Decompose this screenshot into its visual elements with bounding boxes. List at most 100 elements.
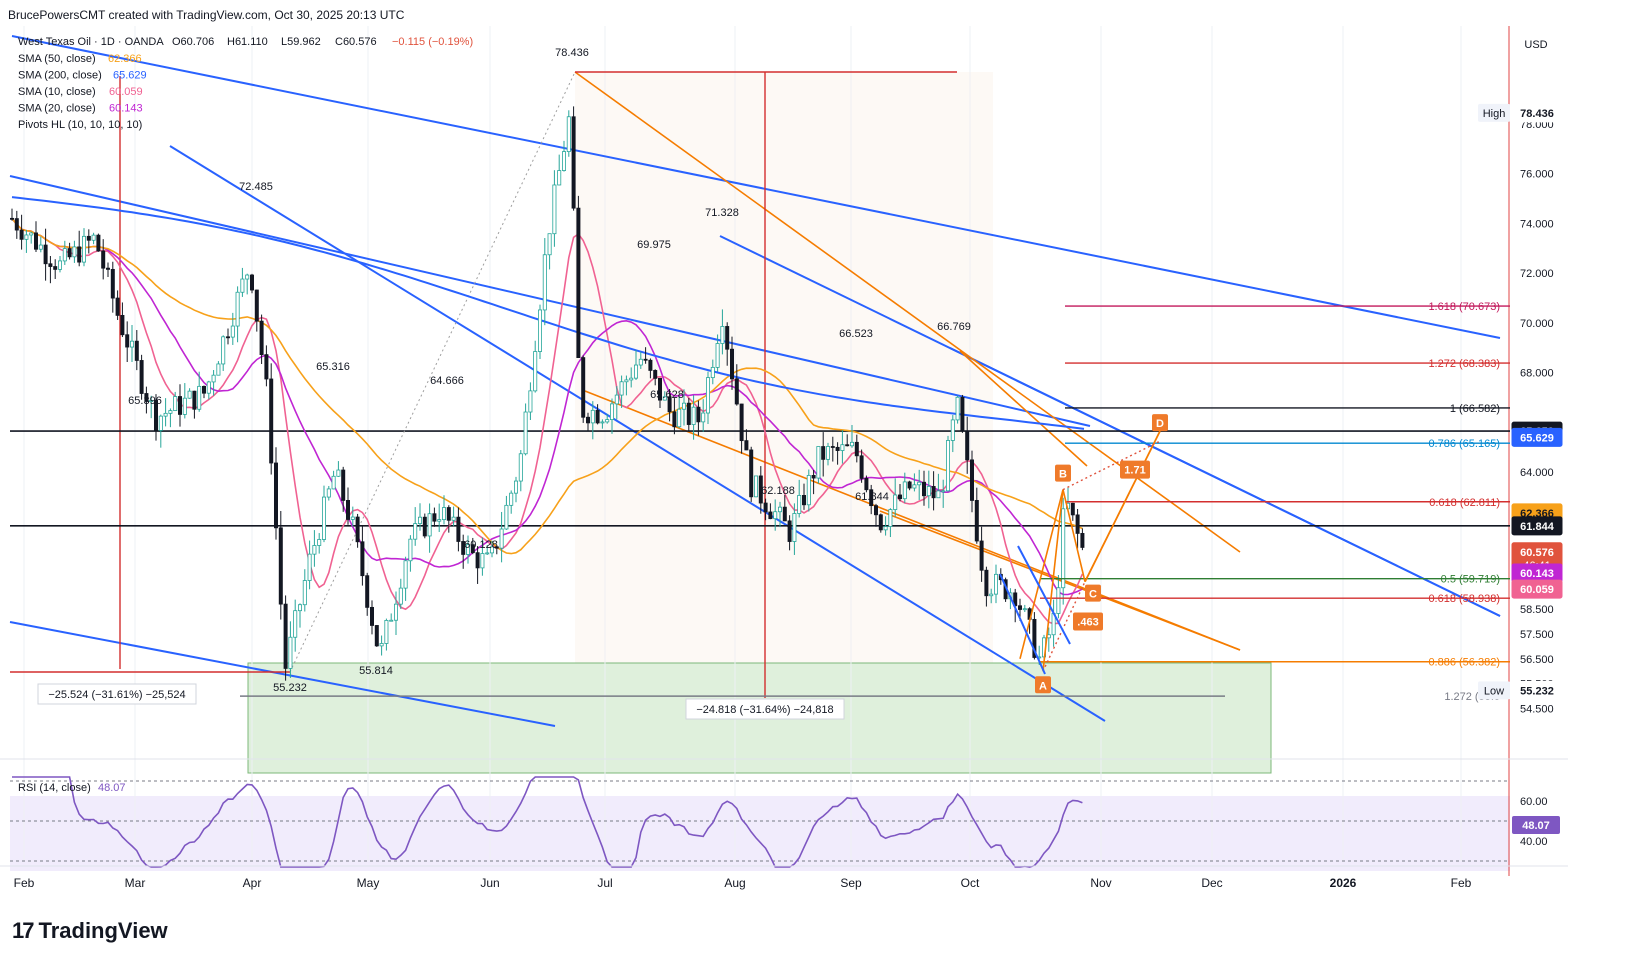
candle-body xyxy=(345,500,350,520)
candle-body xyxy=(206,381,211,394)
candle-body xyxy=(53,266,58,270)
pivot-label: 69.975 xyxy=(637,239,671,251)
candle-body xyxy=(634,364,639,379)
legend-open: O60.706 xyxy=(172,36,214,48)
pattern-point-marker xyxy=(1055,464,1071,482)
candle-body xyxy=(658,377,663,401)
tradingview-logo[interactable]: 17 TradingView xyxy=(12,918,168,944)
candle-body xyxy=(283,603,288,669)
legend-study-label: SMA (10, close) xyxy=(18,86,96,98)
candle-body xyxy=(874,505,879,516)
price-tick: 74.000 xyxy=(1520,218,1554,230)
time-tick: Oct xyxy=(961,876,980,890)
time-tick: Dec xyxy=(1201,876,1222,890)
orange-trend-line-2 xyxy=(959,350,1088,467)
candle-body xyxy=(504,504,509,530)
fib-level-label: 1 (66.582) xyxy=(1450,403,1500,415)
pivot-label: 71.328 xyxy=(705,207,739,219)
candle-body xyxy=(811,475,816,479)
candle-body xyxy=(254,289,259,322)
candle-body xyxy=(480,553,485,569)
candle-body xyxy=(355,516,360,543)
candle-body xyxy=(125,334,130,348)
candle-body xyxy=(341,469,346,501)
candle-body xyxy=(802,495,807,506)
candle-body xyxy=(1070,502,1075,516)
candle-body xyxy=(629,377,634,381)
price-badge xyxy=(1511,579,1563,599)
candle-body xyxy=(840,444,845,451)
candle-body xyxy=(14,218,19,231)
rsi-badge-label: 48.07 xyxy=(1522,820,1550,832)
candle-body xyxy=(888,509,893,527)
pivot-label: 65.628 xyxy=(650,389,684,401)
candle-body xyxy=(153,400,158,431)
candle-body xyxy=(797,495,802,514)
candle-body xyxy=(893,494,898,510)
candle-body xyxy=(336,469,341,477)
candle-body xyxy=(288,636,293,669)
candle-body xyxy=(917,481,922,486)
candle-body xyxy=(24,234,29,240)
price-tag-box xyxy=(1478,681,1510,700)
candle-body xyxy=(182,397,187,415)
candle-body xyxy=(691,406,696,425)
candle-body xyxy=(941,490,946,493)
price-chart-svg[interactable]: 1.618 (70.673) 1.272 (68.383) 1 (66.582) 0.… xyxy=(0,26,1631,906)
candle-body xyxy=(586,416,591,424)
candle-body xyxy=(821,446,826,460)
measure-label: −24.818 (−31.64%) −24,818 xyxy=(696,704,833,716)
fib-level-label: 0.786 (65.165) xyxy=(1428,438,1500,450)
candle-body xyxy=(278,527,283,605)
candle-body xyxy=(321,496,326,540)
candle-body xyxy=(686,402,691,425)
candle-body xyxy=(946,440,951,492)
time-tick: Aug xyxy=(724,876,745,890)
candle-body xyxy=(106,267,111,270)
pivot-label: 65.396 xyxy=(128,395,162,407)
candle-body xyxy=(682,402,687,410)
wedge-line-2 xyxy=(1017,545,1071,645)
price-badge-label: 60.059 xyxy=(1520,584,1554,596)
candle-body xyxy=(149,400,154,402)
candle-body xyxy=(312,545,317,555)
pivot-label: 66.769 xyxy=(937,321,971,333)
candle-body xyxy=(1061,508,1066,589)
candle-body xyxy=(499,528,504,549)
price-badge-label: 60.143 xyxy=(1520,568,1554,580)
price-badge xyxy=(1511,103,1563,123)
lower-channel-line xyxy=(9,621,556,727)
upper-channel-line xyxy=(11,35,1501,339)
pattern-point-label: B xyxy=(1059,469,1067,481)
candle-body xyxy=(422,516,427,537)
candle-body xyxy=(432,513,437,522)
orange-support-line-2 xyxy=(879,510,1241,651)
candle-body xyxy=(82,235,87,263)
candle-body xyxy=(393,603,398,621)
pattern-leg-ab xyxy=(1042,489,1064,672)
candle-body xyxy=(494,546,499,549)
pivot-label: 72.485 xyxy=(239,181,273,193)
candle-body xyxy=(58,260,63,270)
pattern-ratio-dotted xyxy=(1062,440,1161,491)
candle-body xyxy=(638,358,643,366)
rsi-label: RSI (14, close) xyxy=(18,782,91,794)
candle-body xyxy=(912,484,917,489)
candle-body xyxy=(264,354,269,380)
ratio-label: .463 xyxy=(1077,616,1098,628)
candle-body xyxy=(936,490,941,499)
candle-body xyxy=(643,358,648,361)
candle-body xyxy=(158,415,163,431)
candle-body xyxy=(225,336,230,339)
candle-body xyxy=(782,506,787,522)
candle-body xyxy=(192,390,197,410)
candle-body xyxy=(403,560,408,589)
sma-200-line xyxy=(11,196,1085,430)
price-badge xyxy=(1511,427,1563,447)
chart-area[interactable]: 1.618 (70.673) 1.272 (68.383) 1 (66.582) 0.… xyxy=(0,26,1631,911)
candle-body xyxy=(778,506,783,513)
candle-body xyxy=(461,541,466,555)
candle-body xyxy=(297,604,302,612)
fib-level-label: 0.618 (62.811) xyxy=(1429,497,1500,509)
candle-body xyxy=(768,511,773,520)
